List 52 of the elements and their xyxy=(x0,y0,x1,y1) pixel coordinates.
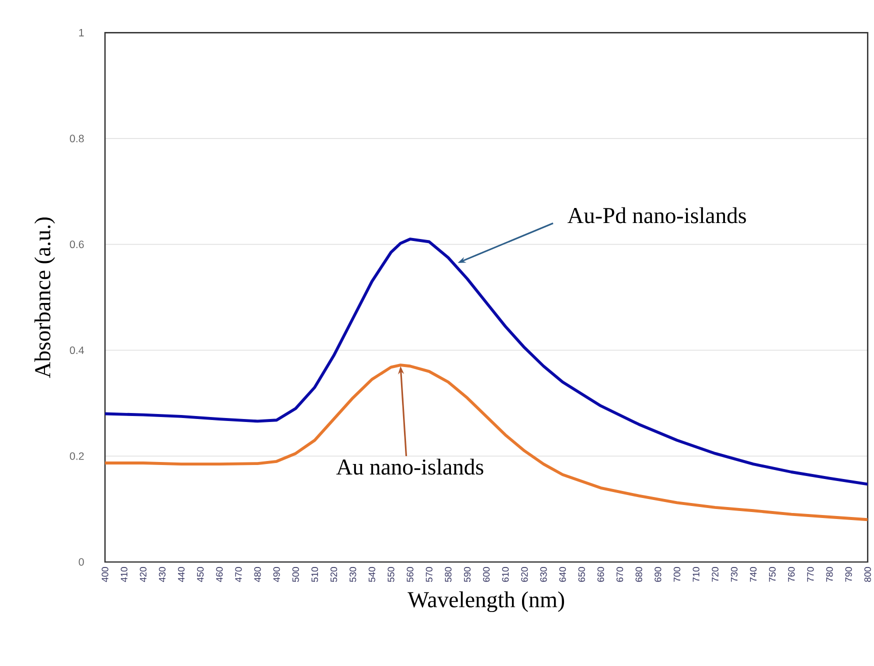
line-series xyxy=(105,238,868,486)
x-tick-label: 760 xyxy=(788,567,795,582)
y-tick-label: 1 xyxy=(79,28,84,36)
x-tick-label: 660 xyxy=(597,567,604,582)
x-tick-label: 530 xyxy=(350,567,356,582)
x-tick-label: 540 xyxy=(368,567,376,582)
x-tick-label: 510 xyxy=(311,567,318,582)
x-tick-label: 400 xyxy=(102,567,108,582)
x-tick-label: 470 xyxy=(235,567,242,582)
y-axis-title: Absorbance (a.u.) xyxy=(34,217,55,378)
x-tick-label: 680 xyxy=(636,567,642,582)
x-tick-label: 630 xyxy=(540,567,547,582)
x-tick-label: 800 xyxy=(864,567,871,582)
x-tick-label: 700 xyxy=(674,567,680,582)
x-tick-label: 670 xyxy=(616,567,624,582)
x-tick-label: 690 xyxy=(654,567,662,582)
x-tick-label: 580 xyxy=(444,567,452,582)
x-tick-label: 480 xyxy=(254,567,261,582)
x-tick-label: 770 xyxy=(807,567,814,582)
x-tick-label: 410 xyxy=(120,567,128,582)
x-tick-label: 460 xyxy=(216,567,223,582)
x-tick-label: 520 xyxy=(330,567,338,582)
x-tick-label: 620 xyxy=(521,567,528,582)
x-tick-label: 440 xyxy=(178,567,185,582)
x-tick-label: 650 xyxy=(578,567,585,582)
x-tick-label: 450 xyxy=(197,567,204,582)
y-tick-label: 0.2 xyxy=(70,452,84,460)
x-tick-label: 590 xyxy=(464,567,471,582)
x-axis-title: Wavelength (nm) xyxy=(408,591,564,612)
annotation: Au nano-islands xyxy=(336,458,484,475)
x-tick-label: 600 xyxy=(483,567,490,582)
annotation: Au-Pd nano-islands xyxy=(568,207,746,224)
x-tick-label: 780 xyxy=(826,567,833,582)
x-tick-label: 740 xyxy=(750,567,757,582)
x-tick-label: 430 xyxy=(158,567,166,582)
x-tick-label: 640 xyxy=(559,567,566,582)
x-tick-label: 710 xyxy=(692,567,700,582)
x-tick-label: 420 xyxy=(140,567,146,582)
x-tick-label: 490 xyxy=(273,567,280,582)
x-tick-label: 570 xyxy=(426,567,432,582)
x-tick-label: 730 xyxy=(730,567,738,582)
x-tick-label: 720 xyxy=(712,567,718,582)
x-tick-label: 750 xyxy=(769,567,776,582)
y-tick-label: 0 xyxy=(78,558,84,566)
y-tick-label: 0.6 xyxy=(70,240,84,248)
x-tick-label: 500 xyxy=(292,567,299,582)
y-tick-label: 0.8 xyxy=(70,134,84,142)
x-tick-label: 790 xyxy=(845,567,852,582)
y-tick-label: 0.4 xyxy=(70,346,84,354)
x-tick-label: 550 xyxy=(388,567,394,582)
x-tick-label: 560 xyxy=(406,567,414,582)
x-tick-label: 610 xyxy=(502,567,509,582)
